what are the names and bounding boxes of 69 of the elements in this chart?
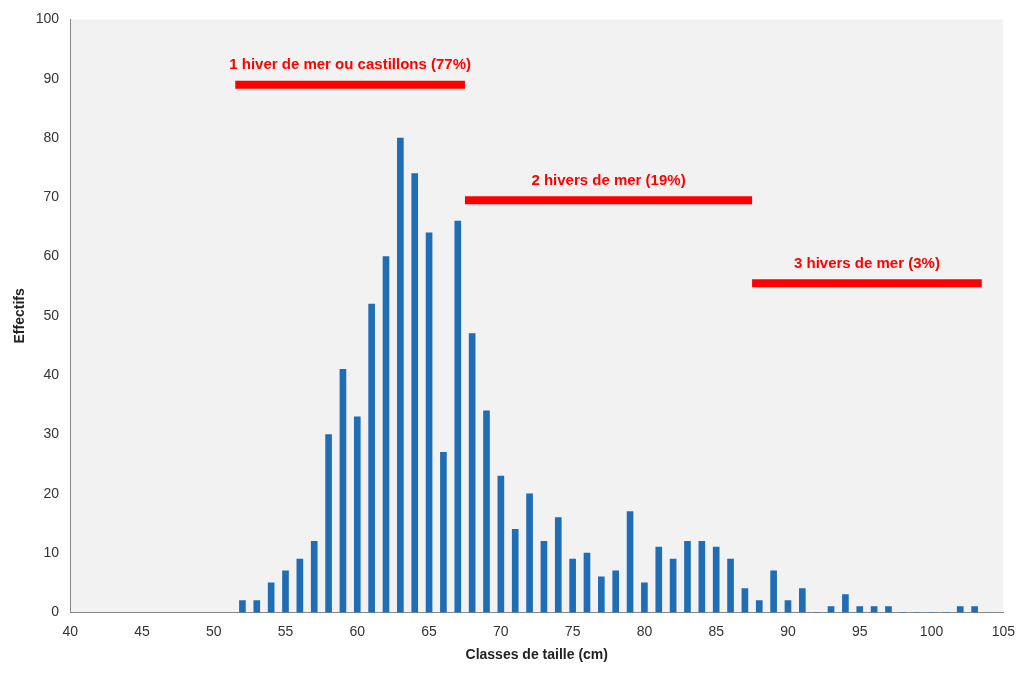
bar bbox=[440, 451, 447, 613]
x-tick-label: 105 bbox=[991, 622, 1016, 639]
series-label: 3 hivers de mer (3%) bbox=[793, 253, 940, 271]
x-tick-label: 45 bbox=[134, 622, 150, 639]
y-tick-label: 50 bbox=[43, 306, 60, 323]
bar bbox=[526, 493, 533, 613]
y-tick-label: 100 bbox=[35, 10, 60, 27]
x-tick-label: 65 bbox=[421, 622, 438, 639]
x-tick-label: 80 bbox=[636, 622, 653, 639]
bar bbox=[569, 558, 576, 613]
bar bbox=[511, 529, 519, 613]
bar bbox=[253, 600, 261, 613]
bar bbox=[598, 576, 605, 613]
bar bbox=[770, 570, 777, 613]
x-tick-label: 60 bbox=[349, 622, 366, 639]
y-tick-label: 10 bbox=[43, 543, 60, 560]
x-tick-label: 95 bbox=[851, 622, 868, 639]
bar bbox=[397, 137, 404, 613]
y-tick-label: 60 bbox=[43, 247, 60, 264]
bar bbox=[483, 410, 490, 613]
bar bbox=[239, 600, 246, 613]
x-tick-label: 75 bbox=[564, 622, 581, 639]
y-tick-label: 30 bbox=[43, 425, 60, 442]
bar bbox=[339, 368, 347, 613]
x-tick-label: 55 bbox=[277, 622, 294, 639]
y-tick-label: 0 bbox=[51, 603, 60, 620]
bar bbox=[411, 173, 419, 613]
bar bbox=[468, 333, 476, 613]
y-tick-label: 80 bbox=[43, 128, 60, 145]
bar bbox=[454, 220, 462, 613]
bar bbox=[626, 511, 634, 613]
bar bbox=[641, 582, 648, 613]
bar bbox=[971, 606, 978, 613]
bar bbox=[842, 594, 849, 613]
bar bbox=[684, 540, 691, 613]
x-tick-label: 85 bbox=[708, 622, 725, 639]
bar bbox=[799, 588, 806, 613]
y-tick-label: 70 bbox=[43, 188, 60, 205]
bar bbox=[282, 570, 289, 613]
x-tick-label: 40 bbox=[62, 622, 79, 639]
bar bbox=[612, 570, 620, 613]
series-label: 2 hivers de mer (19%) bbox=[531, 170, 686, 188]
bar bbox=[267, 582, 275, 613]
x-axis-title: Classes de taille (cm) bbox=[465, 646, 608, 663]
bar bbox=[727, 558, 734, 613]
bar bbox=[382, 256, 390, 613]
bar bbox=[956, 606, 964, 613]
bar bbox=[655, 546, 663, 613]
bar bbox=[368, 303, 375, 613]
x-tick-label: 50 bbox=[205, 622, 222, 639]
bar bbox=[712, 546, 720, 613]
bar bbox=[325, 434, 332, 613]
x-tick-label: 90 bbox=[780, 622, 796, 639]
x-tick-label: 100 bbox=[919, 622, 944, 639]
bar bbox=[497, 475, 505, 613]
bar bbox=[353, 416, 361, 613]
bar bbox=[310, 540, 318, 613]
bar bbox=[741, 588, 749, 613]
bar bbox=[425, 232, 433, 613]
series-label: 1 hiver de mer ou castillons (77%) bbox=[229, 55, 471, 73]
y-tick-label: 40 bbox=[43, 366, 60, 383]
x-tick-label: 70 bbox=[493, 622, 509, 639]
y-axis-title: Effectifs bbox=[11, 288, 28, 344]
bar bbox=[755, 600, 763, 613]
y-tick-label: 20 bbox=[43, 484, 60, 501]
bar bbox=[856, 606, 864, 613]
y-tick-label: 90 bbox=[43, 69, 60, 86]
bar bbox=[554, 517, 562, 613]
bar bbox=[885, 606, 892, 613]
